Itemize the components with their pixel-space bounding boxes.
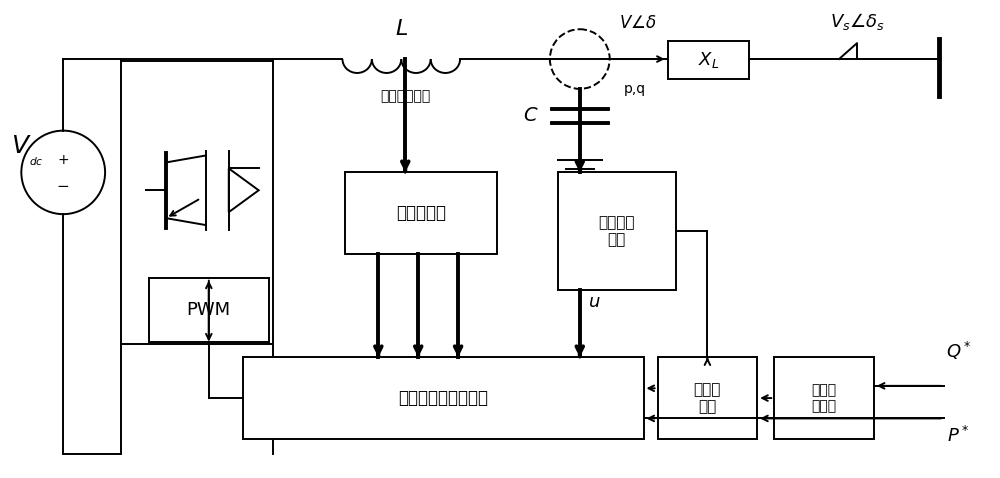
Text: 电压电流
采集: 电压电流 采集 (598, 215, 635, 247)
Bar (345, 173, 497, 254)
Text: PWM: PWM (187, 301, 231, 319)
Bar (774, 358, 874, 439)
Text: $Q^*$: $Q^*$ (946, 340, 972, 362)
Bar (658, 358, 757, 439)
Text: 电压电流采样: 电压电流采样 (380, 89, 430, 103)
Bar (149, 278, 269, 342)
Text: 无功积
分增益: 无功积 分增益 (812, 383, 837, 413)
Bar (243, 358, 644, 439)
Text: $X_L$: $X_L$ (698, 50, 719, 70)
Text: $P^*$: $P^*$ (947, 426, 970, 446)
Text: $V_s\angle\delta_s$: $V_s\angle\delta_s$ (830, 11, 884, 32)
Text: 虚拟同步发电机算法: 虚拟同步发电机算法 (398, 389, 488, 407)
Bar (558, 173, 676, 290)
Text: $V\angle\delta$: $V\angle\delta$ (619, 14, 656, 32)
Bar (668, 41, 749, 79)
Text: $V$: $V$ (11, 133, 32, 158)
Text: C: C (523, 106, 537, 125)
Text: $_{dc}$: $_{dc}$ (29, 153, 44, 168)
Text: u: u (589, 293, 600, 311)
Text: L: L (395, 19, 407, 39)
Text: +: + (57, 153, 69, 167)
Bar (121, 61, 273, 344)
Text: −: − (57, 179, 70, 194)
Text: p,q: p,q (624, 82, 646, 96)
Text: 稳定控
制器: 稳定控 制器 (694, 382, 721, 414)
Text: 低通滤波器: 低通滤波器 (396, 204, 446, 222)
